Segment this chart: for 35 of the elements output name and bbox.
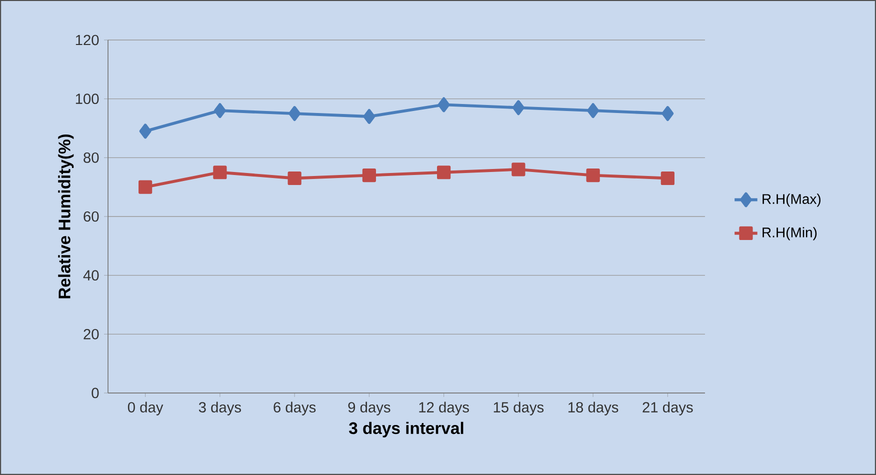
point (288, 171, 302, 186)
x-tick-label: 0 day (128, 402, 164, 416)
point (512, 100, 524, 116)
legend-label: R.H(Min) (762, 227, 817, 240)
x-tick-label: 12 days (419, 402, 469, 416)
x-axis-title: 3 days interval (348, 422, 464, 438)
y-tick-label: 120 (76, 34, 99, 46)
y-tick-label: 40 (83, 270, 99, 281)
y-tick-label: 20 (84, 328, 99, 340)
point (586, 168, 600, 182)
point (438, 97, 450, 112)
point (288, 106, 301, 122)
y-tick-label: 80 (84, 152, 99, 163)
point (214, 103, 226, 118)
x-tick-label: 15 days (494, 402, 544, 416)
point (213, 166, 227, 180)
point (437, 166, 451, 180)
point (587, 103, 600, 118)
x-tick-label: 21 days (642, 402, 693, 416)
point (512, 162, 526, 176)
point (138, 180, 152, 194)
point (362, 168, 376, 182)
y-tick-label: 100 (76, 94, 99, 104)
x-tick-label: 18 days (568, 402, 618, 416)
legend-label: R.H(Max) (762, 194, 820, 207)
x-tick-label: 6 days (274, 402, 316, 416)
point (139, 124, 152, 139)
x-tick-label: 3 days (198, 402, 241, 416)
y-tick-label: 60 (84, 211, 99, 222)
point (662, 106, 674, 122)
x-tick-label: 9 days (348, 402, 390, 416)
y-axis-title: Relative Humidity(%) (58, 134, 74, 298)
point (660, 171, 674, 186)
y-tick-label: 0 (92, 388, 99, 398)
point (363, 109, 376, 124)
